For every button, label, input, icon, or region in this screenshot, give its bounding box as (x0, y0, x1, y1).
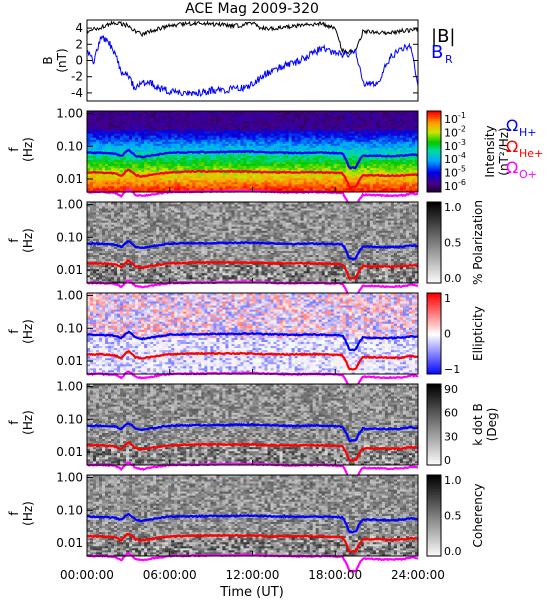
br-series-line (87, 36, 418, 96)
panels-layer (87, 20, 441, 571)
chart-title: ACE Mag 2009-320 (185, 1, 319, 17)
bmag-series-line (87, 22, 418, 54)
colorbar-1 (427, 111, 441, 192)
bfield-panel (87, 20, 418, 101)
spectrogram-panel-1 (87, 111, 418, 207)
spectrogram-panel-2 (87, 202, 418, 298)
